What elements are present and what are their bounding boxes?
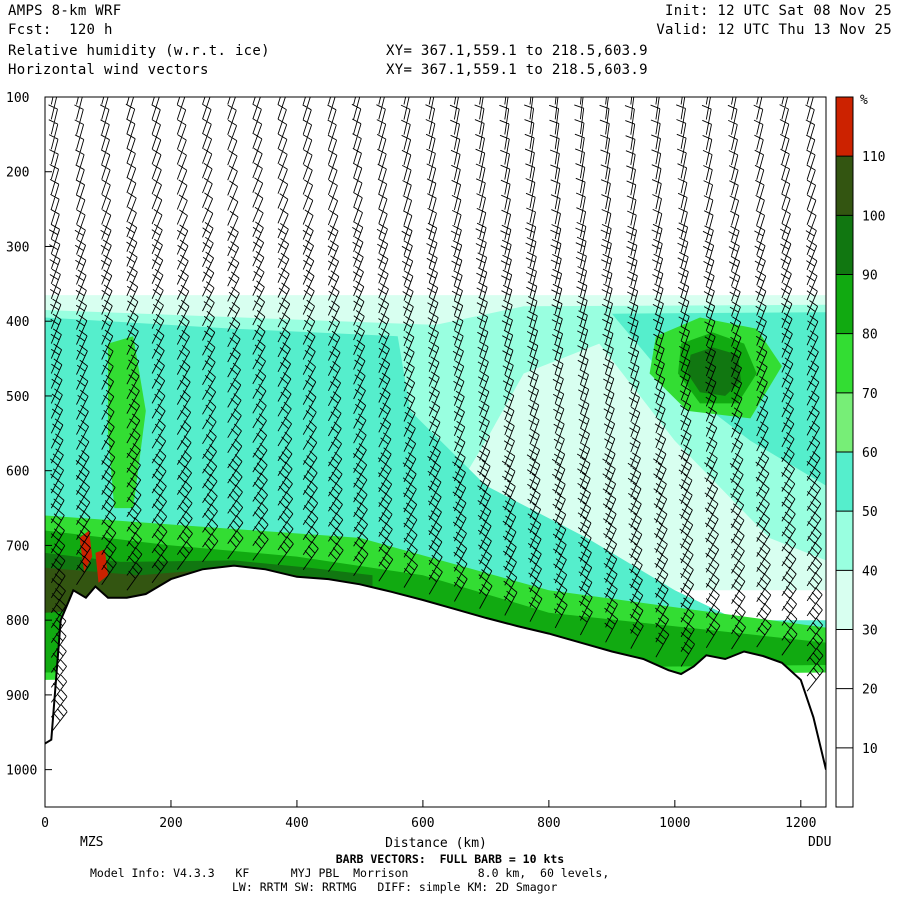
xy-range-wind: XY= 367.1,559.1 to 218.5,603.9 bbox=[386, 62, 648, 78]
colorbar-swatch bbox=[836, 511, 853, 571]
colorbar-label: 80 bbox=[862, 328, 878, 343]
xy-range-rh: XY= 367.1,559.1 to 218.5,603.9 bbox=[386, 43, 648, 59]
physics-info: LW: RRTM SW: RRTMG DIFF: simple KM: 2D S… bbox=[232, 880, 558, 894]
colorbar-swatch bbox=[836, 392, 853, 452]
colorbar-label: 110 bbox=[862, 150, 885, 165]
colorbar-label: 50 bbox=[862, 505, 878, 520]
y-tick-label: 100 bbox=[6, 91, 29, 106]
colorbar-label: 40 bbox=[862, 564, 878, 579]
field-label-wind: Horizontal wind vectors bbox=[8, 62, 209, 78]
rh-region bbox=[108, 336, 146, 509]
colorbar-label: 90 bbox=[862, 269, 878, 284]
rh-region bbox=[95, 549, 108, 583]
barb-note: BARB VECTORS: FULL BARB = 10 kts bbox=[335, 852, 565, 866]
colorbar-unit: % bbox=[860, 93, 868, 108]
y-tick-label: 900 bbox=[6, 689, 29, 704]
x-tick-label: 600 bbox=[411, 816, 434, 831]
y-tick-label: 600 bbox=[6, 465, 29, 480]
y-tick-label: 200 bbox=[6, 166, 29, 181]
colorbar: 10 20 30 40 50 60 70 80 90 100 110 bbox=[835, 96, 885, 808]
wind-barbs bbox=[48, 97, 824, 733]
colorbar-swatch bbox=[836, 452, 853, 512]
wind-barb-set bbox=[48, 97, 824, 733]
terrain bbox=[45, 564, 826, 807]
colorbar-swatch bbox=[836, 570, 853, 630]
y-tick-label: 300 bbox=[6, 240, 29, 255]
valid-time: Valid: 12 UTC Thu 13 Nov 25 bbox=[656, 22, 892, 38]
y-tick-label: 1000 bbox=[6, 764, 37, 779]
x-end-label-left: MZS bbox=[80, 835, 103, 850]
x-axis-title: Distance (km) bbox=[385, 836, 487, 851]
init-time: Init: 12 UTC Sat 08 Nov 25 bbox=[665, 3, 892, 19]
model-info: Model Info: V4.3.3 KF MYJ PBL Morrison 8… bbox=[90, 866, 610, 880]
colorbar-swatch bbox=[836, 156, 853, 216]
x-tick-label: 0 bbox=[41, 816, 49, 831]
colorbar-swatch bbox=[836, 747, 853, 807]
y-tick-label: 700 bbox=[6, 539, 29, 554]
colorbar-swatch bbox=[836, 688, 853, 748]
colorbar-label: 70 bbox=[862, 387, 878, 402]
terrain-fill bbox=[45, 565, 826, 807]
plot-frame bbox=[44, 96, 827, 808]
field-label-rh: Relative humidity (w.r.t. ice) bbox=[8, 43, 270, 59]
colorbar-label: 30 bbox=[862, 624, 878, 639]
colorbar-label: 100 bbox=[862, 209, 885, 224]
colorbar-swatch bbox=[836, 215, 853, 275]
colorbar-label: 60 bbox=[862, 446, 878, 461]
model-title: AMPS 8-km WRF bbox=[8, 3, 122, 19]
x-tick-label: 400 bbox=[285, 816, 308, 831]
colorbar-label: 10 bbox=[862, 742, 878, 757]
colorbar-label: 20 bbox=[862, 683, 878, 698]
colorbar-swatch bbox=[836, 97, 853, 157]
x-tick-label: 1200 bbox=[785, 816, 816, 831]
y-tick-label: 800 bbox=[6, 614, 29, 629]
y-tick-label: 500 bbox=[6, 390, 29, 405]
x-tick-label: 800 bbox=[537, 816, 560, 831]
axes: 0 200 400 600 800 1000 1200 100 200 300 400 500 600 7… bbox=[6, 91, 816, 831]
forecast-hour: Fcst: 120 h bbox=[8, 22, 113, 38]
y-tick-label: 400 bbox=[6, 315, 29, 330]
colorbar-swatch bbox=[836, 333, 853, 393]
terrain-outline bbox=[45, 564, 826, 770]
colorbar-swatch bbox=[836, 274, 853, 334]
colorbar-swatch bbox=[836, 629, 853, 689]
x-end-label-right: DDU bbox=[808, 835, 831, 850]
x-tick-label: 200 bbox=[159, 816, 182, 831]
x-tick-label: 1000 bbox=[659, 816, 690, 831]
